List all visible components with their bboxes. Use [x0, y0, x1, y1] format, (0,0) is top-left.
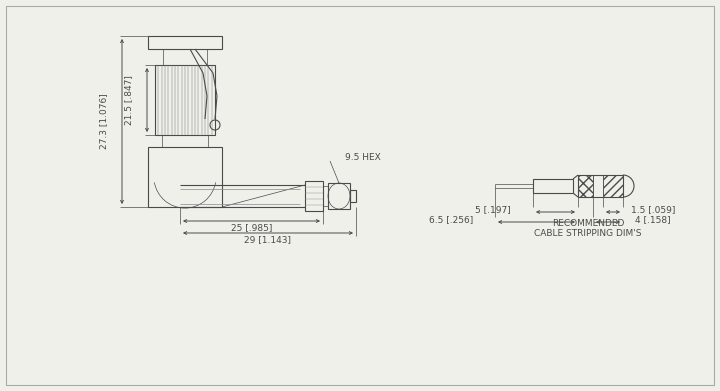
Bar: [162, 135, 208, 147]
Bar: [155, 65, 215, 135]
Bar: [148, 36, 222, 49]
Text: 21.5 [.847]: 21.5 [.847]: [125, 75, 133, 125]
Text: 4 [.158]: 4 [.158]: [635, 215, 671, 224]
Bar: [603, 175, 623, 197]
Text: 6.5 [.256]: 6.5 [.256]: [428, 215, 473, 224]
Text: RECOMMENDED: RECOMMENDED: [552, 219, 624, 228]
Text: 29 [1.143]: 29 [1.143]: [245, 235, 292, 244]
Bar: [533, 179, 573, 193]
Text: CABLE STRIPPING DIM'S: CABLE STRIPPING DIM'S: [534, 228, 642, 237]
Bar: [328, 183, 350, 209]
Bar: [323, 186, 328, 206]
Bar: [148, 147, 222, 207]
Text: 1.5 [.059]: 1.5 [.059]: [631, 206, 675, 215]
Bar: [578, 175, 623, 197]
Bar: [163, 49, 207, 65]
Text: 5 [.197]: 5 [.197]: [475, 206, 511, 215]
Text: 25 [.985]: 25 [.985]: [231, 224, 272, 233]
Bar: [578, 175, 593, 197]
Text: 27.3 [1.076]: 27.3 [1.076]: [99, 93, 109, 149]
Bar: [350, 190, 356, 202]
Bar: [305, 181, 323, 211]
Text: 9.5 HEX: 9.5 HEX: [345, 154, 381, 163]
